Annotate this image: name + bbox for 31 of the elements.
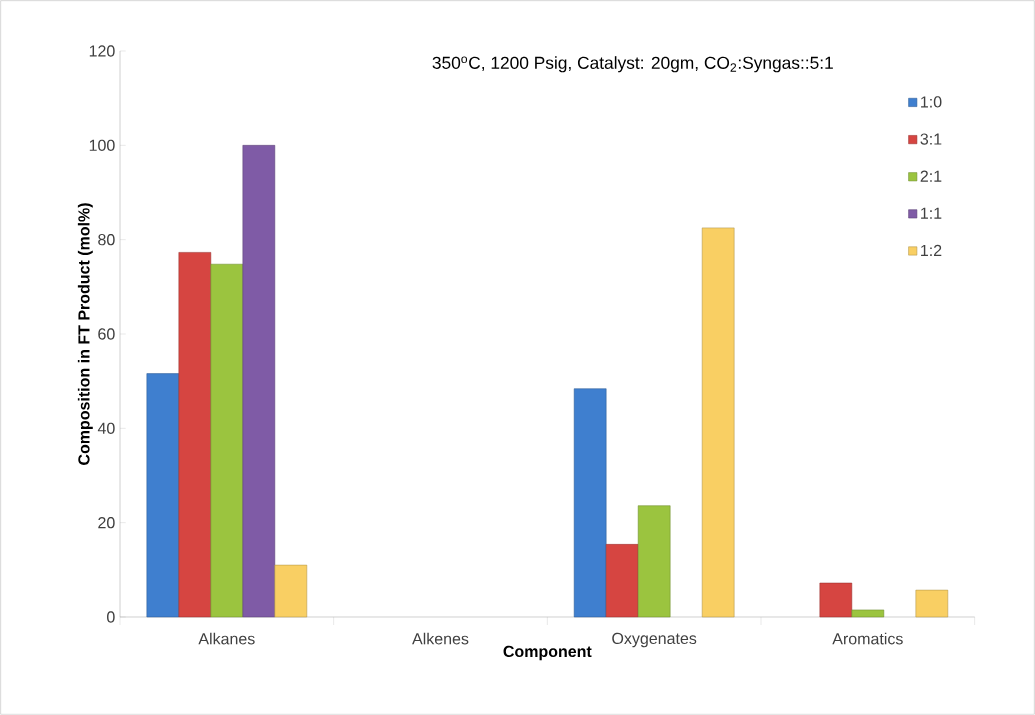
legend-label: 1:2 — [921, 244, 942, 256]
y-axis-title: Composition in FT Product (mol%) — [77, 203, 93, 465]
x-tick-label: Aromatics — [832, 632, 903, 645]
legend-label: 1:0 — [921, 96, 942, 108]
y-tick-label: 60 — [98, 328, 115, 340]
bar — [274, 564, 308, 618]
bar — [242, 145, 276, 618]
bar — [637, 505, 671, 618]
x-tick-label: Alkenes — [412, 632, 469, 645]
legend-label: 3:1 — [920, 133, 942, 145]
y-tick-label: 80 — [98, 234, 115, 246]
x-tick-label: Alkanes — [198, 632, 255, 645]
bar — [146, 373, 180, 618]
legend-label: 2:1 — [920, 170, 942, 182]
bar — [819, 582, 853, 618]
x-tick-label: Oxygenates — [612, 632, 697, 648]
bar — [915, 589, 949, 618]
y-tick-label: 20 — [98, 517, 115, 529]
legend-label: 1:1 — [921, 207, 942, 219]
bar — [210, 263, 244, 618]
bar — [701, 227, 735, 618]
bar — [178, 252, 212, 618]
y-tick-label: 0 — [107, 611, 115, 623]
chart-title: 350$^{o}$C, 1200 Psig, Catalyst: 20gm, CO$_{2}$:Syngas::5:1 — [432, 56, 833, 73]
bar — [605, 544, 639, 618]
x-axis-title: Component — [503, 645, 592, 661]
y-tick-label: 120 — [89, 45, 115, 57]
bar — [573, 388, 607, 618]
bar — [851, 609, 885, 618]
y-tick-label: 40 — [97, 422, 115, 434]
y-tick-label: 100 — [89, 139, 115, 151]
